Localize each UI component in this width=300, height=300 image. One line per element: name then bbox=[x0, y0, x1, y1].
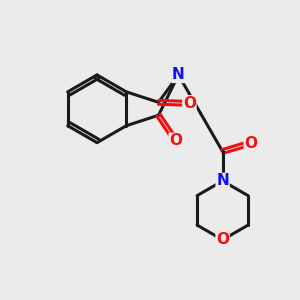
Text: O: O bbox=[244, 136, 257, 151]
Text: O: O bbox=[216, 232, 229, 247]
Text: O: O bbox=[169, 134, 182, 148]
Text: N: N bbox=[216, 173, 229, 188]
Text: N: N bbox=[172, 68, 185, 82]
Text: O: O bbox=[183, 96, 196, 111]
